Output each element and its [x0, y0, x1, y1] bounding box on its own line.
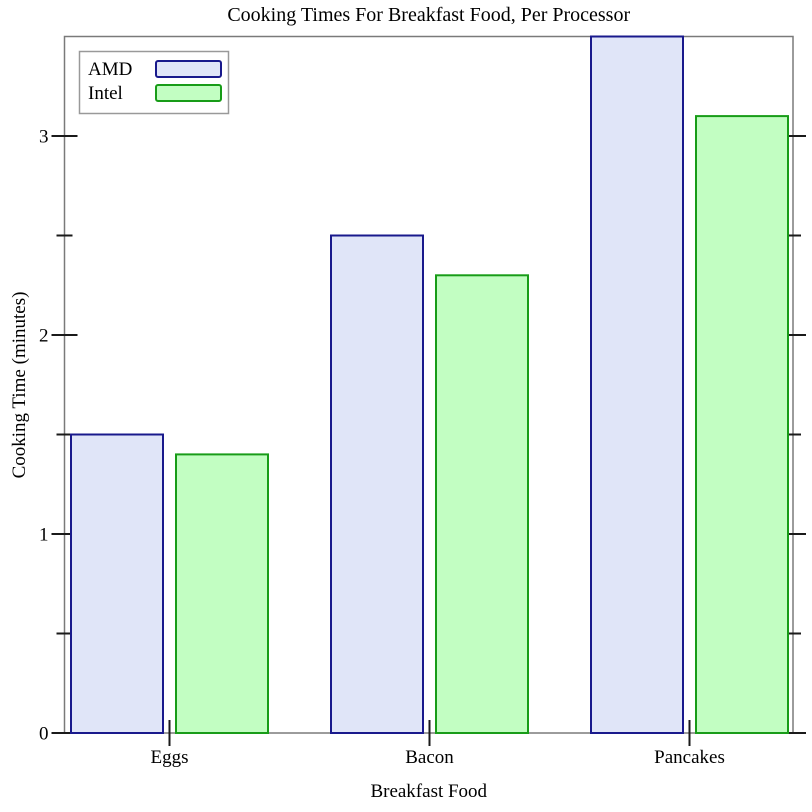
x-tick-label-pancakes: Pancakes	[654, 747, 725, 768]
legend-swatch-amd	[155, 60, 222, 78]
x-axis-ticks: Eggs Bacon Pancakes	[151, 720, 725, 768]
x-tick-label-bacon: Bacon	[405, 747, 454, 768]
legend: AMD Intel	[78, 50, 230, 115]
bar-intel-pancakes	[695, 115, 789, 735]
y-tick-label-3: 3	[39, 127, 49, 148]
y-tick-label-0: 0	[39, 724, 49, 745]
legend-swatch-intel	[155, 84, 222, 102]
x-axis-label: Breakfast Food	[370, 781, 487, 802]
y-axis-label: Cooking Time (minutes)	[9, 292, 30, 479]
bar-amd-bacon	[330, 234, 424, 734]
bar-amd-eggs	[70, 433, 164, 734]
legend-label-intel: Intel	[88, 83, 123, 104]
y-tick-label-2: 2	[39, 326, 49, 347]
chart-title: Cooking Times For Breakfast Food, Per Pr…	[227, 4, 630, 26]
bar-intel-bacon	[435, 274, 529, 734]
bar-groups	[70, 35, 789, 735]
bar-intel-eggs	[175, 453, 269, 734]
bar-amd-pancakes	[590, 35, 684, 734]
y-tick-label-1: 1	[39, 525, 49, 546]
legend-label-amd: AMD	[88, 59, 132, 80]
x-tick-label-eggs: Eggs	[151, 747, 189, 768]
